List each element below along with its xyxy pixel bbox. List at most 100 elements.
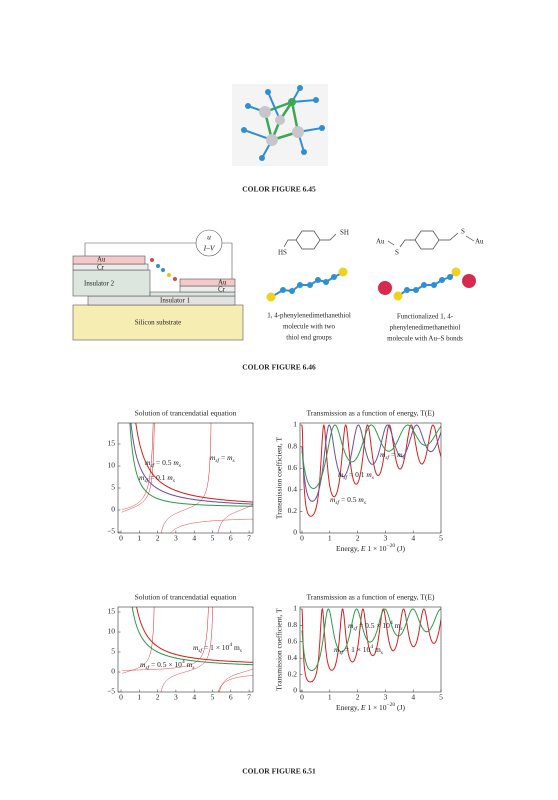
plot-frame bbox=[117, 606, 254, 693]
curve bbox=[301, 608, 441, 672]
x-tick-label: 1 bbox=[137, 693, 141, 702]
label-part: m bbox=[380, 450, 386, 459]
label-part: = 1 × 10 bbox=[202, 643, 229, 652]
curve-label: msf = 0.5 × 104 ms bbox=[348, 620, 403, 632]
x-tick-label: 3 bbox=[384, 693, 388, 702]
label-part: m bbox=[167, 473, 173, 482]
molecule-caption: molecule with two bbox=[283, 323, 336, 331]
y-tick-label: 0.4 bbox=[288, 653, 298, 662]
curve bbox=[301, 424, 441, 517]
label-part: m bbox=[193, 643, 199, 652]
y-tick-label: 10 bbox=[108, 627, 116, 636]
label-part: = 0.5 bbox=[154, 458, 173, 467]
x-tick-label: 4 bbox=[192, 693, 196, 702]
label-part: sf bbox=[198, 647, 203, 654]
x-tick-label: 3 bbox=[174, 693, 178, 702]
x-tick-label: 1 bbox=[137, 534, 141, 543]
y-tick-label: 0.4 bbox=[288, 485, 298, 494]
x-tick-label: 4 bbox=[411, 693, 415, 702]
label-part: m bbox=[210, 453, 216, 462]
label-part: sf bbox=[144, 477, 149, 484]
layer-label: Cr bbox=[218, 286, 226, 294]
label-part: = 0.5 bbox=[339, 495, 358, 504]
label-part: m bbox=[358, 495, 364, 504]
curves bbox=[301, 424, 441, 517]
figure-caption: COLOR FIGURE 6.45 bbox=[242, 185, 316, 194]
label-part: Energy, bbox=[336, 544, 361, 553]
curves bbox=[121, 607, 253, 692]
curve-label: msf = ms bbox=[380, 450, 405, 462]
group-label: HS bbox=[278, 249, 287, 257]
layer-label: Au bbox=[97, 256, 106, 264]
curve-label: msf = ms bbox=[210, 453, 235, 465]
label-part: m bbox=[139, 473, 145, 482]
curve bbox=[135, 423, 253, 503]
x-tick-label: 1 bbox=[328, 693, 332, 702]
y-tick-label: 0.6 bbox=[288, 463, 298, 472]
ball-model-2 bbox=[378, 267, 476, 301]
label-part: = bbox=[219, 453, 227, 462]
y-tick-label: 0.6 bbox=[288, 637, 298, 646]
label-part: m bbox=[227, 453, 233, 462]
x-tick-label: 7 bbox=[247, 693, 251, 702]
layer-label: Silicon substrate bbox=[135, 319, 181, 327]
y-tick-label: 5 bbox=[111, 483, 115, 492]
molecule-caption: phenylenedimethanethiol bbox=[390, 324, 461, 332]
curve bbox=[121, 423, 253, 533]
label-part: 4 bbox=[370, 644, 373, 650]
label-part: m bbox=[397, 450, 403, 459]
label-part: s bbox=[233, 458, 235, 464]
x-tick-label: 2 bbox=[356, 534, 360, 543]
y-tick-label: 5 bbox=[111, 647, 115, 656]
ball-model-1 bbox=[266, 267, 348, 302]
x-tick-label: 4 bbox=[411, 534, 415, 543]
x-tick-label: 5 bbox=[439, 534, 443, 543]
label-part: m bbox=[338, 470, 344, 479]
label-part: m bbox=[393, 621, 401, 630]
curve-label: msf = 1 × 104 ms bbox=[334, 644, 383, 656]
layer-label: Insulator 1 bbox=[160, 297, 191, 305]
label-part: m bbox=[330, 495, 336, 504]
meter-label: u bbox=[207, 233, 211, 242]
curve bbox=[301, 607, 441, 683]
label-part: (J) bbox=[395, 703, 405, 712]
label-part: m bbox=[140, 660, 146, 669]
label-part: m bbox=[366, 470, 372, 479]
x-tick-label: 0 bbox=[300, 693, 304, 702]
label-part: E bbox=[360, 703, 366, 712]
label-part: = 0.5 × 10 bbox=[149, 660, 182, 669]
curves bbox=[121, 423, 253, 533]
x-tick-label: 2 bbox=[156, 534, 160, 543]
curves bbox=[301, 607, 441, 683]
molecule-caption: thiol end groups bbox=[286, 334, 332, 342]
group-label: Au bbox=[475, 238, 484, 246]
plot-title: Solution of trancendatial equation bbox=[135, 593, 237, 602]
label-part: sf bbox=[339, 649, 344, 656]
label-part: m bbox=[348, 621, 354, 630]
label-part: 1 × 10 bbox=[365, 544, 386, 553]
group-label: SH bbox=[340, 229, 349, 237]
molecule-caption: molecule with Au–S bonds bbox=[387, 335, 463, 343]
curve-label: msf = 0.1 ms bbox=[139, 473, 175, 485]
y-tick-label: −5 bbox=[107, 527, 115, 536]
layer-label: Cr bbox=[97, 264, 105, 272]
curve-label: msf = 0.1 ms bbox=[338, 470, 374, 482]
plot: Solution of trancendatial equation 0 1 2 3 4 5… bbox=[107, 593, 254, 702]
label-part: 4 bbox=[229, 642, 232, 648]
plot: Solution of trancendatial equation 0 1 2 3 4 5… bbox=[107, 409, 254, 543]
plot-frame bbox=[117, 422, 254, 534]
meter-label: I–V bbox=[203, 244, 216, 253]
x-tick-label: 6 bbox=[229, 534, 233, 543]
y-tick-label: 0.2 bbox=[288, 669, 298, 678]
label-part: s bbox=[403, 455, 405, 461]
y-tick-label: 0 bbox=[111, 667, 115, 676]
label-part: sf bbox=[145, 664, 150, 671]
label-part: = 0.1 bbox=[347, 470, 366, 479]
layer-label: Insulator 2 bbox=[84, 280, 115, 288]
y-tick-label: 0.8 bbox=[288, 620, 298, 629]
label-part: s bbox=[192, 665, 194, 671]
molecule-caption: 1, 4-phenylenedimethanethiol bbox=[267, 312, 351, 320]
label-part: 1 × 10 bbox=[365, 703, 386, 712]
label-part: E bbox=[360, 544, 366, 553]
label-part: = 0.1 bbox=[148, 473, 167, 482]
